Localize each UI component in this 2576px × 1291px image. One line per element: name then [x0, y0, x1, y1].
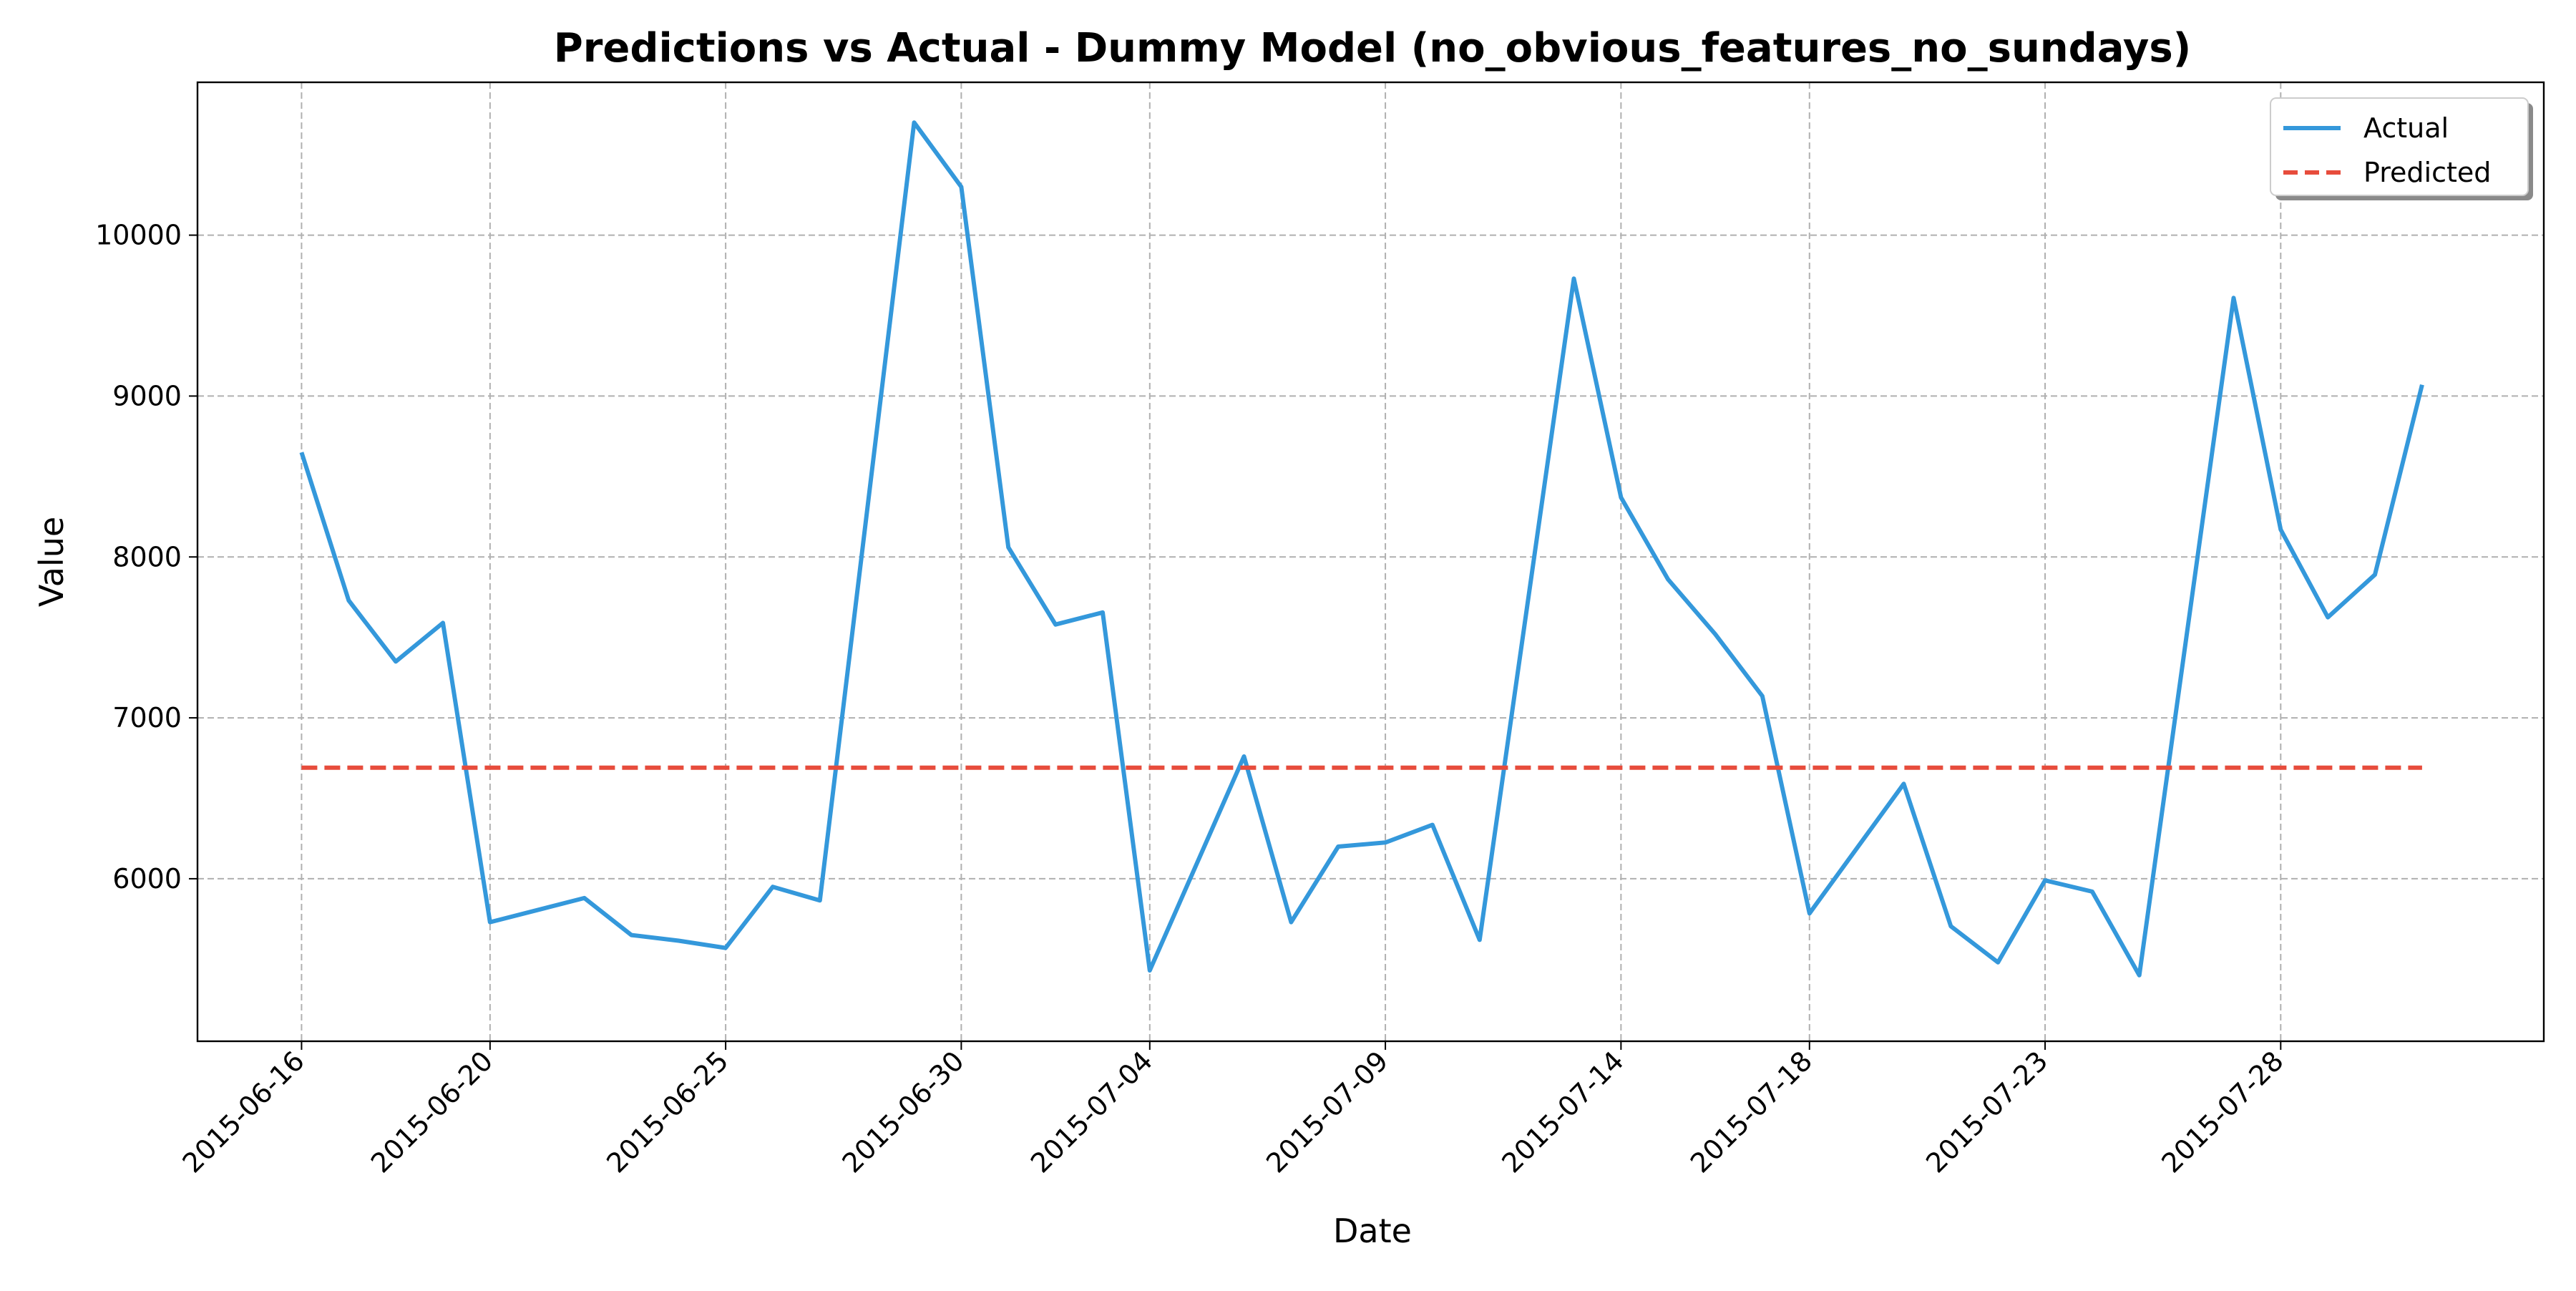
y-tick-label: 10000	[95, 220, 182, 251]
y-tick-label: 6000	[112, 863, 182, 895]
legend-label-actual: Actual	[2363, 112, 2449, 144]
legend: Actual Predicted	[2270, 98, 2533, 200]
y-tick-label: 8000	[112, 541, 182, 573]
y-tick-label: 7000	[112, 702, 182, 734]
legend-label-predicted: Predicted	[2363, 157, 2491, 188]
y-axis-label: Value	[32, 517, 71, 607]
x-axis-label: Date	[1333, 1212, 1412, 1250]
chart-title: Predictions vs Actual - Dummy Model (no_…	[554, 25, 2192, 72]
y-tick-label: 9000	[112, 380, 182, 411]
